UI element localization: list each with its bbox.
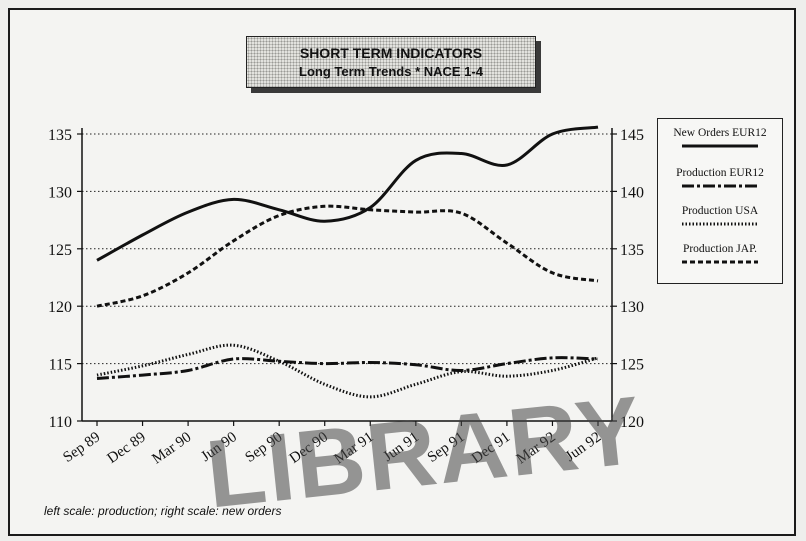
x-tick-label: Dec 90 bbox=[287, 429, 331, 467]
legend-item-production-jap: Production JAP. bbox=[658, 243, 782, 265]
chart-subtitle: Long Term Trends * NACE 1-4 bbox=[299, 64, 483, 79]
legend-label: New Orders EUR12 bbox=[673, 127, 767, 139]
legend-label: Production JAP. bbox=[682, 243, 758, 255]
left-tick-label: 120 bbox=[48, 299, 72, 316]
left-tick-label: 130 bbox=[48, 184, 72, 201]
right-tick-label: 135 bbox=[620, 242, 644, 259]
x-tick-label: Sep 89 bbox=[60, 429, 103, 466]
x-tick-label: Sep 91 bbox=[425, 429, 468, 466]
right-tick-label: 130 bbox=[620, 299, 644, 316]
legend-swatch-dotted bbox=[682, 222, 758, 226]
x-tick-label: Jun 90 bbox=[198, 429, 240, 465]
series-line-production-usa bbox=[96, 343, 599, 399]
legend-swatch-dashed bbox=[682, 260, 758, 264]
left-tick-label: 125 bbox=[48, 242, 72, 259]
legend-swatch-solid bbox=[682, 144, 758, 148]
right-tick-label: 145 bbox=[620, 127, 644, 144]
left-tick-label: 135 bbox=[48, 127, 72, 144]
x-tick-label: Dec 89 bbox=[105, 429, 149, 467]
series-line-new-orders-eur12 bbox=[96, 125, 599, 262]
chart-legend: New Orders EUR12 Production EUR12 Produc… bbox=[657, 118, 783, 284]
x-tick-label: Sep 90 bbox=[243, 429, 286, 466]
legend-label: Production EUR12 bbox=[676, 167, 764, 179]
right-tick-label: 120 bbox=[620, 414, 644, 431]
legend-label: Production USA bbox=[681, 205, 759, 217]
right-tick-label: 140 bbox=[620, 184, 644, 201]
x-tick-label: Mar 92 bbox=[514, 429, 559, 467]
chart-title-box: SHORT TERM INDICATORS Long Term Trends *… bbox=[246, 36, 536, 88]
legend-item-production-eur12: Production EUR12 bbox=[658, 167, 782, 189]
chart-title: SHORT TERM INDICATORS bbox=[299, 45, 483, 61]
right-tick-label: 125 bbox=[620, 357, 644, 374]
footnote: left scale: production; right scale: new… bbox=[44, 504, 282, 518]
series-line-production-eur12 bbox=[96, 356, 599, 380]
left-tick-label: 115 bbox=[49, 357, 72, 374]
legend-swatch-dashdot bbox=[682, 184, 758, 188]
left-tick-label: 110 bbox=[49, 414, 72, 431]
grid-lines bbox=[82, 133, 612, 422]
x-tick-label: Mar 90 bbox=[149, 429, 194, 467]
series-lines bbox=[96, 125, 599, 399]
legend-item-production-usa: Production USA bbox=[658, 205, 782, 227]
x-tick-label: Jun 92 bbox=[563, 429, 605, 465]
axes bbox=[77, 128, 617, 426]
x-tick-label: Dec 91 bbox=[469, 429, 513, 467]
series-line-production-jap bbox=[96, 204, 599, 308]
legend-item-new-orders-eur12: New Orders EUR12 bbox=[658, 127, 782, 149]
x-tick-label: Jun 91 bbox=[381, 429, 423, 465]
x-tick-label: Mar 91 bbox=[332, 429, 377, 467]
